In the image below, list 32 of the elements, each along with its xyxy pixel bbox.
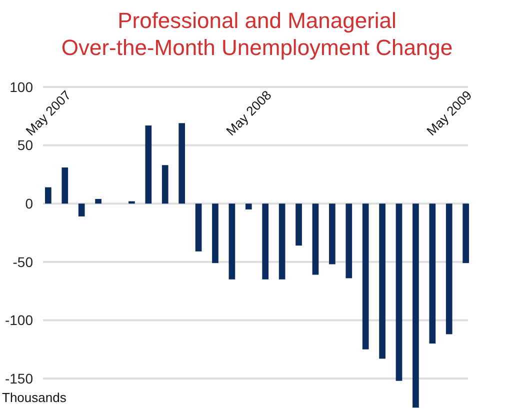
chart-title: Professional and Managerial Over-the-Month Unemployment Change	[61, 8, 453, 60]
bar	[296, 204, 302, 246]
bar	[62, 167, 68, 204]
bar	[45, 187, 52, 204]
y-tick-label: 50	[17, 137, 34, 154]
bar	[162, 165, 168, 204]
bar	[412, 204, 419, 408]
bar	[329, 204, 336, 264]
bar	[429, 204, 436, 344]
bar	[362, 204, 369, 350]
y-axis-title: Thousands	[2, 390, 67, 405]
bar	[446, 204, 452, 334]
y-tick-label: 0	[25, 196, 34, 212]
bar	[95, 198, 102, 204]
bar	[262, 204, 269, 280]
bar	[346, 204, 352, 278]
y-tick-label: -50	[12, 254, 34, 270]
bar	[245, 204, 252, 210]
bar	[312, 204, 319, 275]
y-tick-label: 100	[10, 78, 34, 95]
bar	[278, 204, 286, 280]
bar	[145, 125, 152, 204]
bar	[462, 204, 469, 264]
y-tick-label: -100	[4, 312, 34, 328]
bar	[78, 204, 85, 216]
bar	[396, 204, 402, 381]
bar	[195, 204, 202, 252]
bar	[178, 123, 185, 204]
bar	[212, 204, 218, 264]
bar	[228, 204, 236, 280]
y-tick-label: -150	[4, 370, 34, 386]
bar	[379, 204, 386, 359]
